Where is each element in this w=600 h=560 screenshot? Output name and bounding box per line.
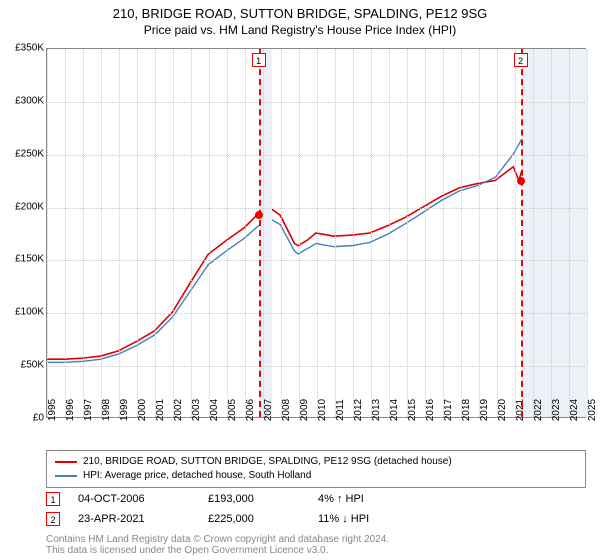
y-tick-label: £50K [21,360,44,371]
marker-dot [517,177,525,185]
sale-price: £193,000 [208,493,318,505]
x-tick-label: 1996 [65,399,76,421]
sale-price: £225,000 [208,513,318,525]
x-tick-label: 2018 [461,399,472,421]
legend-label: HPI: Average price, detached house, Sout… [83,469,311,483]
footer-attribution: Contains HM Land Registry data © Crown c… [46,534,389,556]
x-tick-label: 2015 [407,399,418,421]
x-tick-label: 2017 [443,399,454,421]
x-tick-label: 2011 [335,399,346,421]
chart-svg [47,49,585,417]
y-tick-label: £100K [15,307,44,318]
x-tick-label: 2013 [371,399,382,421]
y-tick-label: £150K [15,254,44,265]
y-tick-label: £0 [33,413,44,424]
x-tick-label: 1998 [101,399,112,421]
y-tick-label: £250K [15,148,44,159]
legend-swatch [55,475,77,477]
x-tick-label: 2009 [299,399,310,421]
chart-subtitle: Price paid vs. HM Land Registry's House … [0,21,600,37]
legend: 210, BRIDGE ROAD, SUTTON BRIDGE, SPALDIN… [46,450,586,488]
x-tick-label: 2010 [317,399,328,421]
legend-label: 210, BRIDGE ROAD, SUTTON BRIDGE, SPALDIN… [83,455,452,469]
x-tick-label: 2022 [533,399,544,421]
x-tick-label: 2000 [137,399,148,421]
marker-box: 1 [252,53,266,67]
sale-marker-box: 1 [46,492,60,506]
x-tick-label: 2002 [173,399,184,421]
chart-plot-area: 1995 1996 1997 1998 1999 2000 2001 2002 2003 2004… [46,48,586,418]
footer-line: Contains HM Land Registry data © Crown c… [46,534,389,545]
sale-date: 04-OCT-2006 [78,493,208,505]
x-tick-label: 2014 [389,399,400,421]
series-hpi [47,99,585,362]
x-tick-label: 2020 [497,399,508,421]
y-tick-label: £200K [15,201,44,212]
y-tick-label: £300K [15,95,44,106]
x-tick-label: 2007 [263,399,274,421]
chart-container: 210, BRIDGE ROAD, SUTTON BRIDGE, SPALDIN… [0,0,600,560]
x-tick-label: 2025 [587,399,598,421]
x-tick-label: 2005 [227,399,238,421]
x-tick-label: 2016 [425,399,436,421]
marker-dot [255,211,263,219]
sale-diff: 11% ↓ HPI [318,513,369,525]
chart-title: 210, BRIDGE ROAD, SUTTON BRIDGE, SPALDIN… [0,0,600,21]
sale-date: 23-APR-2021 [78,513,208,525]
x-tick-label: 2024 [569,399,580,421]
legend-item: HPI: Average price, detached house, Sout… [55,469,577,483]
x-tick-label: 2023 [551,399,562,421]
sale-marker-box: 2 [46,512,60,526]
sale-row: 2 23-APR-2021 £225,000 11% ↓ HPI [46,512,586,526]
footer-line: This data is licensed under the Open Gov… [46,545,389,556]
legend-swatch [55,461,77,463]
x-tick-label: 2004 [209,399,220,421]
x-tick-label: 2008 [281,399,292,421]
x-tick-label: 2001 [155,399,166,421]
x-tick-label: 2003 [191,399,202,421]
x-tick-label: 1997 [83,399,94,421]
x-tick-label: 2019 [479,399,490,421]
y-tick-label: £350K [15,43,44,54]
sale-row: 1 04-OCT-2006 £193,000 4% ↑ HPI [46,492,586,506]
sale-diff: 4% ↑ HPI [318,493,364,505]
legend-item: 210, BRIDGE ROAD, SUTTON BRIDGE, SPALDIN… [55,455,577,469]
x-tick-label: 1999 [119,399,130,421]
series-property [47,135,585,359]
x-tick-label: 1995 [47,399,58,421]
x-tick-label: 2006 [245,399,256,421]
x-tick-label: 2012 [353,399,364,421]
marker-box: 2 [514,53,528,67]
